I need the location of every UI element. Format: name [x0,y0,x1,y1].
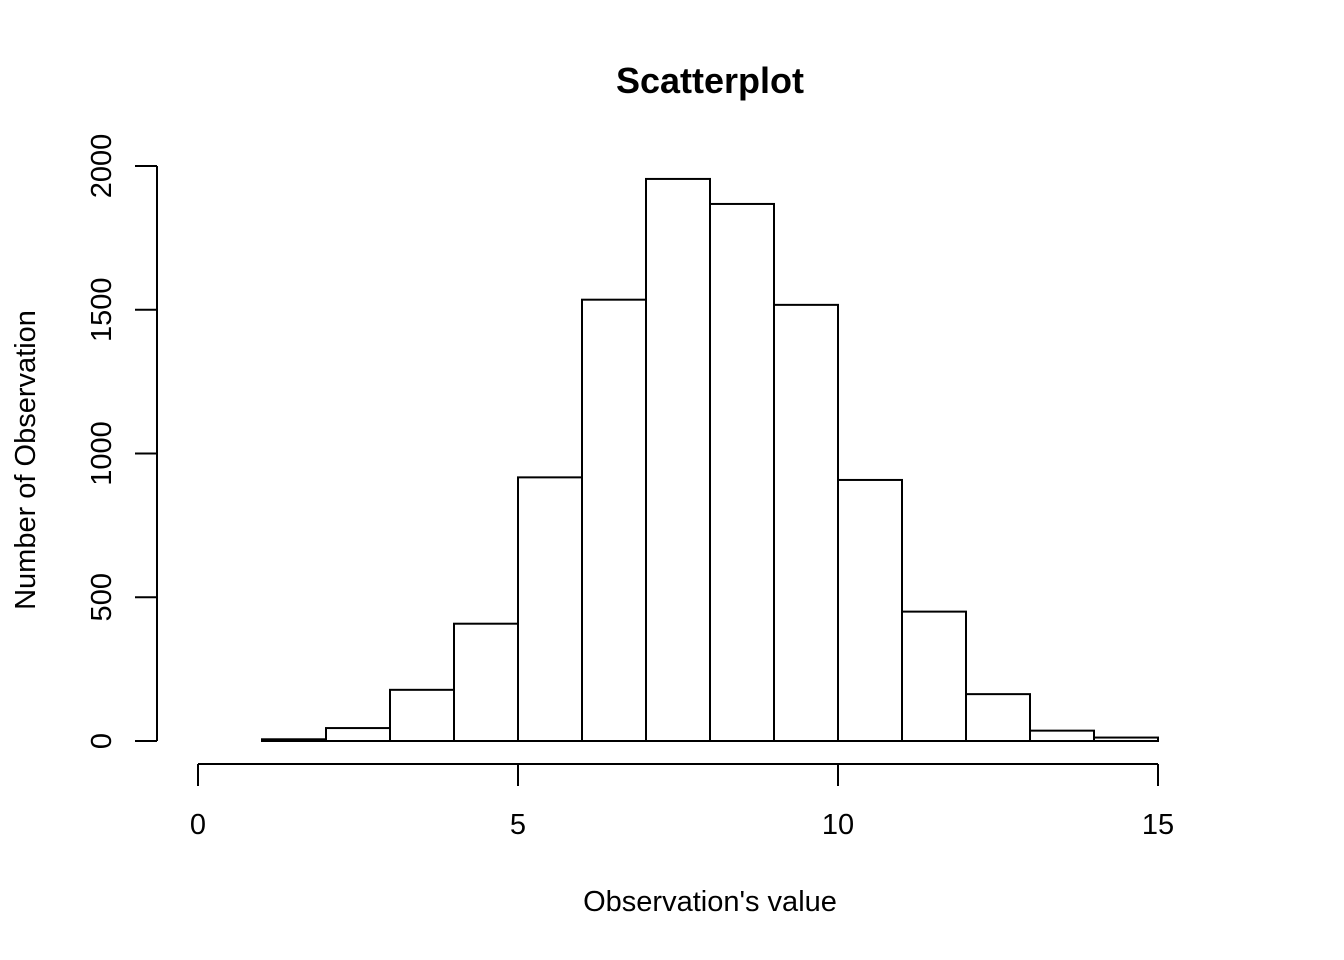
x-axis-label: Observation's value [583,886,837,918]
histogram-bar [901,610,967,742]
histogram-bar [709,202,775,742]
histogram-bar [965,693,1031,743]
y-axis-label: Number of Observation [10,310,42,610]
x-tick-label: 10 [822,809,854,841]
chart-title: Scatterplot [616,60,804,101]
histogram-bars [261,177,1159,743]
histogram-bar [1093,736,1159,742]
histogram-bar [389,688,455,743]
y-tick-label: 500 [86,573,118,621]
histogram-bar [837,478,903,742]
histogram-bar [517,476,583,742]
histogram-bar [773,303,839,742]
y-tick-label: 2000 [86,134,118,199]
histogram-bar [581,298,647,742]
histogram-bar [1029,729,1095,743]
x-tick-label: 15 [1142,809,1174,841]
histogram-bar [453,622,519,743]
y-tick-label: 0 [86,733,118,749]
x-tick-label: 0 [190,809,206,841]
y-axis: 0 500 1000 1500 2000 [86,134,158,749]
histogram-bar [261,738,327,743]
x-axis: 0 5 10 15 [190,763,1174,841]
y-tick-label: 1500 [86,277,118,342]
histogram-bar [325,727,391,742]
y-tick-label: 1000 [86,421,118,486]
x-tick-label: 5 [510,809,526,841]
histogram-bar [645,177,711,742]
